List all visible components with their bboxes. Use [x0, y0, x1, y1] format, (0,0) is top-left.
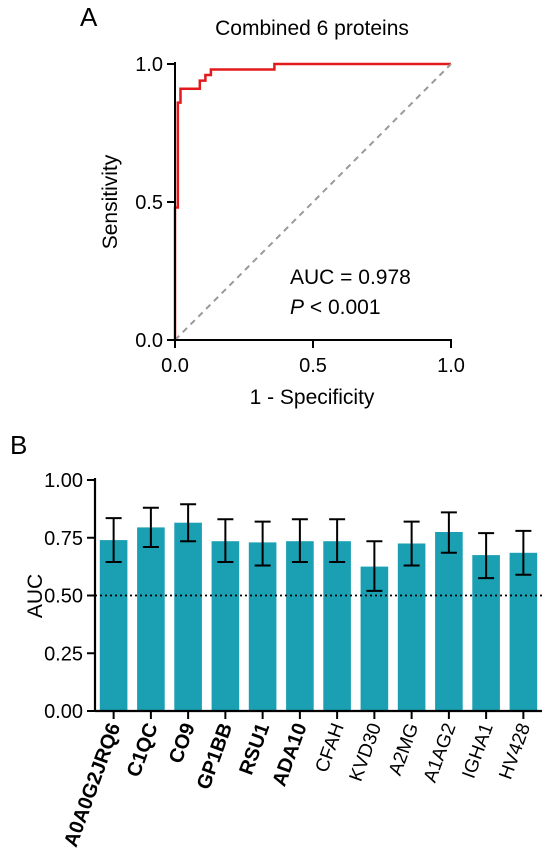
panel-a-label: A — [80, 2, 98, 32]
p-symbol: P — [290, 296, 304, 319]
p-value-annotation: P < 0.001 — [290, 296, 381, 319]
auc-bar — [323, 541, 351, 711]
category-label: A2MG — [385, 721, 423, 779]
auc-bar — [248, 542, 277, 711]
bar-y-tick-label: 0.50 — [44, 586, 83, 608]
auc-annotation: AUC = 0.978 — [290, 266, 411, 289]
category-label: HV428 — [495, 721, 535, 783]
panel-a-ylabel: Sensitivity — [99, 154, 122, 249]
roc-curve-line — [173, 62, 451, 340]
roc-plot-area: 0.0 0.5 1.0 0.0 0.5 1.0 — [135, 54, 465, 377]
panel-b-ylabel: AUC — [24, 574, 47, 618]
p-value-text: < 0.001 — [304, 296, 380, 319]
bar-y-tick-label: 0.75 — [44, 528, 83, 550]
roc-x-tick-label: 0.0 — [161, 355, 189, 377]
auc-bar — [99, 540, 128, 711]
roc-x-tick-label: 0.5 — [299, 355, 327, 377]
category-label: C1QC — [123, 720, 163, 780]
category-label: ADA10 — [268, 720, 311, 789]
auc-bar — [174, 522, 202, 711]
category-label: KVD30 — [346, 721, 386, 785]
bar-y-tick-label: 0.00 — [44, 701, 83, 723]
category-label: CFAH — [312, 721, 349, 776]
auc-bar — [397, 543, 426, 711]
panel-a-xlabel: 1 - Specificity — [250, 386, 375, 409]
auc-bar — [137, 527, 165, 711]
category-label: A0A0G2JRQ6 — [60, 720, 125, 850]
roc-y-tick-label: 1.0 — [135, 54, 163, 76]
bar-y-tick-label: 0.25 — [44, 643, 83, 665]
category-label: A1AG2 — [420, 721, 461, 786]
auc-bar — [211, 541, 240, 711]
category-label: GP1BB — [193, 720, 237, 792]
panel-a: A Combined 6 proteins 0.0 0.5 1.0 0.0 0.5 1.0… — [80, 2, 465, 409]
roc-y-tick-label: 0.5 — [135, 192, 163, 214]
auc-bar — [435, 532, 463, 711]
category-label: RSU1 — [235, 720, 274, 778]
auc-bar — [286, 541, 314, 711]
bar-y-tick-label: 1.00 — [44, 470, 83, 492]
auc-bar — [509, 552, 538, 711]
panel-a-title: Combined 6 proteins — [215, 17, 409, 40]
auc-bar — [472, 555, 500, 711]
roc-y-tick-label: 0.0 — [135, 330, 163, 352]
panel-b-label: B — [10, 430, 27, 460]
category-label: CO9 — [165, 720, 200, 766]
category-label: IGHA1 — [459, 721, 498, 782]
panel-b: B AUC 0.00 0.25 0.50 0.75 1.00 A0A0G2JRQ6C1QC… — [10, 430, 542, 850]
roc-x-tick-label: 1.0 — [437, 355, 465, 377]
